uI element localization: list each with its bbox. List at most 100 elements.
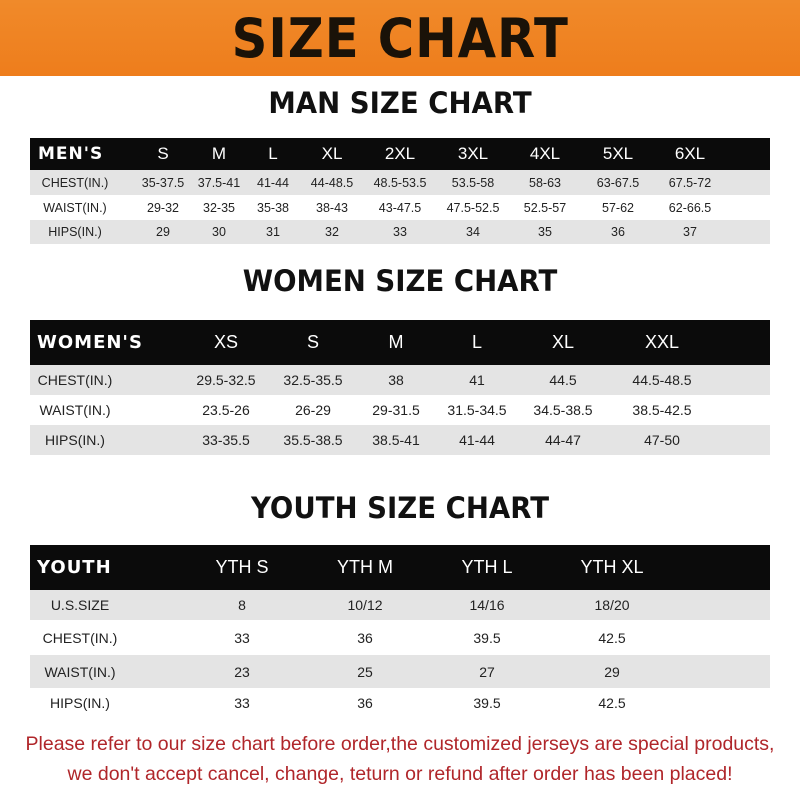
table-row: CHEST(IN.) 35-37.5 37.5-41 41-44 44-48.5 48.5… <box>30 170 770 195</box>
footer-line-2: we don't accept cancel, change, teturn o… <box>67 763 733 785</box>
table-cell: 25 <box>357 663 373 680</box>
table-cell: 41 <box>469 372 485 388</box>
youth-title: YOUTH SIZE CHART <box>250 491 550 525</box>
table-row: CHEST(IN.) 33 36 39.5 42.5 <box>30 620 770 655</box>
table-cell: 8 <box>238 597 246 613</box>
table-cell: 38.5-42.5 <box>632 402 692 418</box>
table-cell: 26-29 <box>295 402 331 418</box>
table-cell: 10/12 <box>347 597 383 613</box>
table-cell: 33 <box>393 225 407 239</box>
table-cell: 63-67.5 <box>596 175 640 190</box>
table-cell: 37 <box>683 225 697 239</box>
table-cell: 29-32 <box>147 200 179 215</box>
row-label: WAIST(IN.) <box>39 402 111 418</box>
row-label: WAIST(IN.) <box>43 200 107 215</box>
size-header-cell: 4XL <box>529 144 561 163</box>
table-row: HIPS(IN.) 33-35.5 35.5-38.5 38.5-41 41-44 44-… <box>30 425 770 455</box>
table-cell: 18/20 <box>594 597 630 613</box>
table-row: WAIST(IN.) 23 25 27 29 <box>30 655 770 688</box>
row-label: CHEST(IN.) <box>42 629 118 646</box>
table-title-cell: YOUTH <box>37 557 112 578</box>
size-header-cell: 2XL <box>384 144 416 163</box>
table-cell: 48.5-53.5 <box>373 175 427 190</box>
table-row: HIPS(IN.) 29 30 31 32 33 34 35 36 37 <box>30 220 770 244</box>
table-title-cell: WOMEN'S <box>37 332 143 353</box>
table-cell: 14/16 <box>469 597 505 613</box>
table-cell: 44-48.5 <box>310 175 354 190</box>
table-cell: 35-38 <box>257 200 289 215</box>
table-cell: 33-35.5 <box>202 432 250 448</box>
table-cell: 47.5-52.5 <box>446 200 500 215</box>
size-header-cell: YTH XL <box>580 557 644 577</box>
row-label: HIPS(IN.) <box>48 225 102 239</box>
table-row: CHEST(IN.) 29.5-32.5 32.5-35.5 38 41 44.5 44.5… <box>30 365 770 395</box>
size-header-cell: 6XL <box>674 144 706 163</box>
row-label: HIPS(IN.) <box>45 432 105 448</box>
table-cell: 29 <box>604 663 620 680</box>
table-cell: 29 <box>156 225 170 239</box>
table-cell: 30 <box>212 225 226 239</box>
size-header-cell: XS <box>213 332 239 352</box>
table-cell: 42.5 <box>598 695 626 711</box>
table-cell: 33 <box>234 629 250 646</box>
size-header-cell: YTH L <box>461 557 513 577</box>
table-row: HIPS(IN.) 33 36 39.5 42.5 <box>30 688 770 718</box>
table-cell: 36 <box>357 695 373 711</box>
table-cell: 27 <box>479 663 495 680</box>
table-cell: 38 <box>388 372 404 388</box>
table-cell: 38-43 <box>316 200 348 215</box>
women-title: WOMEN SIZE CHART <box>242 264 558 298</box>
size-header-cell: XL <box>321 144 343 163</box>
table-cell: 34 <box>466 225 480 239</box>
banner-title: SIZE CHART <box>231 6 569 70</box>
table-cell: 41-44 <box>257 175 289 190</box>
table-cell: 36 <box>357 629 373 646</box>
table-cell: 39.5 <box>473 629 501 646</box>
size-header-cell: XXL <box>644 332 680 352</box>
table-cell: 62-66.5 <box>668 200 712 215</box>
table-cell: 39.5 <box>473 695 501 711</box>
table-cell: 37.5-41 <box>197 175 241 190</box>
table-cell: 41-44 <box>459 432 495 448</box>
table-cell: 32-35 <box>203 200 235 215</box>
table-cell: 44-47 <box>545 432 581 448</box>
table-cell: 42.5 <box>598 629 626 646</box>
footer-line-1: Please refer to our size chart before or… <box>25 733 775 755</box>
table-cell: 38.5-41 <box>372 432 420 448</box>
table-cell: 67.5-72 <box>668 175 712 190</box>
table-header-row: MEN'S S M L XL 2XL 3XL 4XL 5XL 6XL <box>30 138 770 170</box>
table-cell: 23.5-26 <box>202 402 250 418</box>
table-cell: 47-50 <box>644 432 680 448</box>
table-cell: 32.5-35.5 <box>283 372 343 388</box>
row-label: HIPS(IN.) <box>50 695 110 711</box>
table-row: WAIST(IN.) 23.5-26 26-29 29-31.5 31.5-34.5 34… <box>30 395 770 425</box>
size-header-cell: 5XL <box>602 144 634 163</box>
size-header-cell: 3XL <box>457 144 489 163</box>
table-cell: 53.5-58 <box>451 175 495 190</box>
table-cell: 57-62 <box>602 200 634 215</box>
table-cell: 52.5-57 <box>523 200 567 215</box>
table-cell: 35.5-38.5 <box>283 432 343 448</box>
table-cell: 32 <box>325 225 339 239</box>
table-header-row: YOUTH YTH S YTH M YTH L YTH XL <box>30 545 770 590</box>
table-cell: 33 <box>234 695 250 711</box>
table-cell: 36 <box>611 225 625 239</box>
table-cell: 31.5-34.5 <box>447 402 507 418</box>
size-header-cell: YTH M <box>337 557 393 577</box>
size-header-cell: L <box>268 144 278 163</box>
table-cell: 35 <box>538 225 552 239</box>
banner: SIZE CHART <box>0 0 800 76</box>
table-title-cell: MEN'S <box>38 144 104 164</box>
table-row: U.S.SIZE 8 10/12 14/16 18/20 <box>30 590 770 620</box>
size-header-cell: M <box>388 332 404 352</box>
row-label: CHEST(IN.) <box>41 175 109 190</box>
size-header-cell: M <box>211 144 227 163</box>
table-cell: 58-63 <box>529 175 561 190</box>
size-header-cell: XL <box>551 332 575 352</box>
men-title: MAN SIZE CHART <box>268 86 532 120</box>
table-header-row: WOMEN'S XS S M L XL XXL <box>30 320 770 365</box>
table-cell: 44.5-48.5 <box>632 372 692 388</box>
table-cell: 43-47.5 <box>378 200 422 215</box>
size-header-cell: S <box>306 332 320 352</box>
size-header-cell: L <box>471 332 483 352</box>
